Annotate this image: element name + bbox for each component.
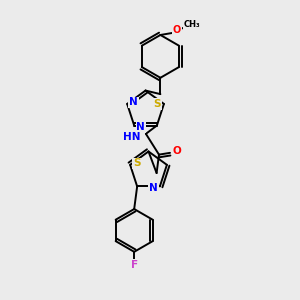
- Text: N: N: [149, 183, 158, 193]
- Text: O: O: [172, 146, 181, 156]
- Text: S: S: [154, 99, 161, 109]
- Text: S: S: [133, 158, 140, 168]
- Text: N: N: [136, 122, 145, 132]
- Text: HN: HN: [123, 132, 141, 142]
- Text: N: N: [129, 98, 138, 107]
- Text: F: F: [130, 260, 138, 270]
- Text: O: O: [172, 25, 181, 35]
- Text: CH₃: CH₃: [184, 20, 200, 29]
